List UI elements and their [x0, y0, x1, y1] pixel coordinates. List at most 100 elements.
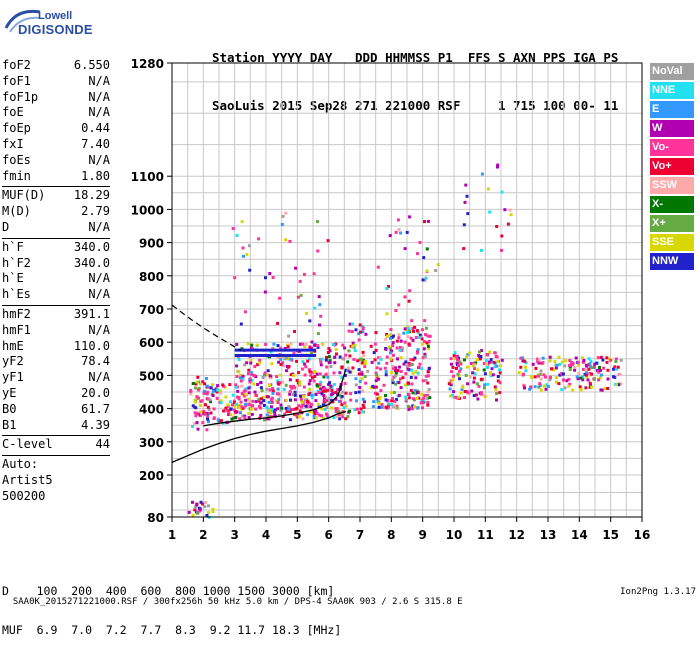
- echo-point: [197, 380, 201, 384]
- legend-item-vo-: Vo+: [650, 158, 694, 175]
- echo-point: [245, 361, 249, 365]
- echo-point: [233, 404, 237, 408]
- echo-point: [281, 380, 285, 384]
- echo-point: [308, 357, 311, 361]
- echo-point: [495, 392, 499, 395]
- echo-point: [295, 414, 299, 418]
- echo-point: [318, 383, 322, 387]
- echo-point: [571, 363, 574, 367]
- echo-point: [407, 381, 410, 385]
- echo-point: [337, 410, 340, 413]
- echo-point: [344, 391, 348, 395]
- echo-point: [416, 252, 419, 256]
- echo-point: [235, 375, 239, 378]
- echo-point: [263, 371, 267, 375]
- echo-point: [452, 395, 456, 399]
- echo-point: [361, 358, 365, 362]
- x-tick-label: 5: [293, 528, 301, 542]
- echo-point: [231, 393, 235, 397]
- echo-point: [597, 378, 600, 382]
- param-name: C-level: [2, 437, 53, 452]
- echo-point: [281, 364, 285, 368]
- y-tick-label: 400: [139, 403, 164, 417]
- echo-point: [255, 394, 258, 398]
- echo-point: [496, 163, 500, 167]
- param-name: foF1p: [2, 89, 39, 104]
- echo-point: [227, 413, 231, 416]
- echo-point: [424, 374, 428, 378]
- echo-point: [271, 391, 275, 395]
- echo-point: [399, 339, 403, 343]
- echo-point: [229, 413, 233, 417]
- echo-point: [405, 364, 409, 368]
- echo-point: [372, 351, 376, 355]
- echo-point: [206, 417, 210, 421]
- echo-point: [364, 381, 368, 385]
- echo-point: [250, 412, 254, 416]
- echo-point: [204, 501, 208, 504]
- echo-point: [211, 383, 214, 387]
- echo-point: [233, 276, 237, 280]
- echo-point: [539, 369, 543, 373]
- param-value: N/A: [88, 73, 110, 88]
- echo-point: [559, 372, 563, 376]
- echo-point: [453, 351, 457, 355]
- echo-point: [495, 225, 499, 228]
- echo-point: [300, 402, 304, 406]
- echo-point: [248, 244, 251, 248]
- echo-point: [339, 399, 343, 403]
- echo-point: [480, 248, 483, 252]
- echo-point: [325, 365, 329, 369]
- echo-point: [384, 347, 388, 351]
- param-row-d: D N/A: [2, 220, 110, 236]
- echo-point: [471, 371, 475, 375]
- echo-point: [197, 412, 201, 416]
- echo-point: [295, 379, 299, 382]
- echo-point: [573, 368, 577, 372]
- echo-point: [589, 359, 593, 363]
- echo-point: [227, 411, 231, 415]
- echo-point: [298, 412, 302, 415]
- echo-point: [456, 358, 459, 362]
- param-value: 2.79: [81, 204, 110, 219]
- echo-point: [590, 385, 593, 389]
- echo-point: [606, 368, 610, 372]
- echo-point: [239, 411, 242, 415]
- echo-point: [318, 372, 322, 376]
- echo-point: [303, 345, 307, 349]
- echo-point: [239, 407, 243, 411]
- echo-point: [273, 408, 277, 412]
- echo-point: [598, 366, 601, 369]
- echo-point: [320, 392, 324, 396]
- x-tick-label: 9: [418, 528, 426, 542]
- echo-point: [359, 407, 363, 411]
- echo-point: [266, 369, 270, 373]
- param-row-yf2: yF2 78.4: [2, 354, 110, 370]
- echo-point: [248, 399, 252, 403]
- echo-point: [496, 379, 500, 383]
- echo-point: [270, 396, 274, 400]
- echo-point: [264, 342, 268, 346]
- echo-point: [280, 406, 284, 410]
- echo-point: [276, 387, 280, 391]
- echo-point: [205, 514, 209, 517]
- echo-point: [425, 397, 429, 401]
- echo-point: [418, 333, 422, 337]
- echo-point: [389, 403, 393, 406]
- echo-point: [397, 336, 401, 340]
- echo-point: [542, 373, 546, 377]
- echo-point: [380, 403, 384, 406]
- echo-point: [304, 342, 308, 346]
- echo-point: [413, 325, 417, 329]
- echo-point: [239, 400, 243, 404]
- echo-point: [427, 339, 431, 343]
- echo-point: [415, 396, 419, 400]
- echo-point: [250, 407, 253, 411]
- echo-point: [405, 325, 409, 329]
- echo-point: [409, 376, 413, 379]
- echo-point: [389, 391, 393, 395]
- echo-point: [287, 334, 291, 338]
- echo-point: [405, 329, 409, 333]
- echo-point: [219, 399, 223, 403]
- echo-point: [408, 368, 412, 372]
